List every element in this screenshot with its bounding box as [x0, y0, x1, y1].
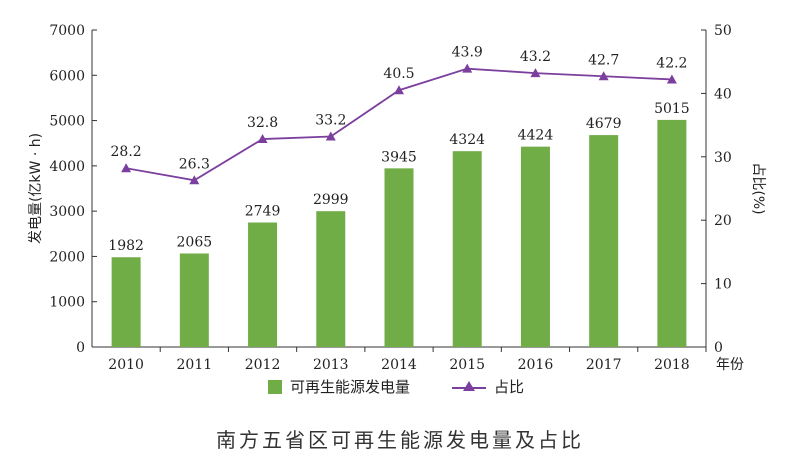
y-left-tick-label: 2000 [49, 249, 85, 265]
line-marker-2014 [394, 85, 404, 95]
y-left-axis-label: 发电量(亿kW · h) [28, 133, 44, 244]
x-axis-label: 年份 [716, 357, 744, 373]
bar-value-label: 4679 [586, 116, 622, 132]
line-marker-2015 [462, 63, 473, 73]
chart-caption: 南方五省区可再生能源发电量及占比 [216, 428, 584, 452]
bar-2014 [384, 168, 414, 347]
bar-2010 [111, 257, 141, 347]
bar-2012 [248, 222, 278, 347]
line-marker-2011 [189, 175, 200, 185]
y-left-tick-label: 1000 [49, 295, 85, 311]
line-marker-2010 [121, 163, 132, 173]
x-tick-label: 2014 [381, 357, 417, 373]
legend-bar-swatch [268, 379, 282, 394]
line-value-label: 28.2 [111, 144, 142, 160]
bar-value-label: 2999 [313, 192, 349, 208]
line-marker-2018 [666, 74, 677, 84]
x-tick-label: 2015 [449, 357, 485, 373]
legend-item-bar: 可再生能源发电量 [268, 376, 410, 397]
y-right-tick-label: 10 [714, 277, 732, 293]
y-right-tick-label: 50 [714, 23, 732, 39]
x-tick-label: 2017 [586, 357, 622, 373]
line-value-label: 43.2 [520, 49, 551, 65]
y-left-tick-label: 7000 [49, 23, 85, 39]
bar-value-label: 4324 [449, 132, 485, 148]
bar-2011 [179, 253, 209, 347]
bar-value-label: 5015 [654, 101, 690, 117]
line-value-label: 42.7 [588, 52, 619, 68]
y-right-axis-label: 占比(%) [750, 162, 766, 214]
y-left-tick-label: 4000 [49, 159, 85, 175]
y-right-tick-label: 40 [714, 86, 732, 102]
x-tick-label: 2012 [245, 357, 281, 373]
line-marker-2013 [325, 131, 336, 141]
y-left-tick-label: 3000 [49, 204, 85, 220]
legend-label-line: 占比 [494, 378, 525, 396]
bar-value-label: 2065 [177, 234, 213, 250]
y-right-tick-label: 20 [714, 213, 732, 229]
line-value-label: 43.9 [452, 45, 483, 61]
bar-2016 [520, 146, 550, 347]
bar-value-label: 3945 [381, 149, 417, 165]
legend-label-bar: 可再生能源发电量 [290, 378, 411, 396]
bar-2017 [589, 135, 619, 347]
x-tick-label: 2010 [108, 357, 144, 373]
bar-2013 [316, 211, 346, 347]
legend: 可再生能源发电量 占比 [0, 376, 800, 398]
bar-2018 [657, 119, 687, 347]
y-left-tick-label: 0 [76, 340, 85, 356]
y-left-tick-label: 5000 [49, 114, 85, 130]
x-tick-label: 2011 [177, 357, 213, 373]
line-marker-2012 [257, 134, 268, 144]
line-value-label: 40.5 [383, 66, 414, 82]
y-right-tick-label: 0 [714, 340, 723, 356]
x-tick-label: 2016 [518, 357, 554, 373]
y-right-tick-label: 30 [714, 150, 732, 166]
bar-value-label: 1982 [108, 238, 144, 254]
line-value-label: 32.8 [247, 115, 278, 131]
line-value-label: 26.3 [179, 156, 210, 172]
bar-value-label: 4424 [518, 128, 554, 144]
legend-item-line: 占比 [452, 376, 524, 397]
line-value-label: 33.2 [315, 113, 346, 129]
x-tick-label: 2013 [313, 357, 349, 373]
line-marker-2017 [598, 71, 609, 81]
x-tick-label: 2018 [654, 357, 690, 373]
legend-line-swatch [452, 380, 486, 394]
y-left-tick-label: 6000 [49, 68, 85, 84]
line-marker-2016 [530, 68, 541, 78]
line-value-label: 42.2 [656, 55, 687, 71]
bar-value-label: 2749 [245, 204, 281, 220]
bar-2015 [452, 151, 482, 347]
